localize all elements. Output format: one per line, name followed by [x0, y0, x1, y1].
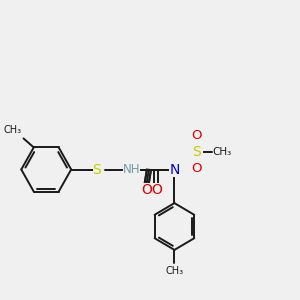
Text: CH₃: CH₃	[212, 147, 232, 157]
Text: S: S	[192, 145, 200, 159]
Text: O: O	[191, 129, 201, 142]
Bar	[150, 132, 203, 168]
Text: N: N	[170, 163, 181, 176]
Text: O: O	[141, 183, 152, 197]
Text: CH₃: CH₃	[3, 125, 21, 135]
Text: O: O	[151, 183, 162, 197]
Text: N: N	[169, 163, 180, 176]
Text: CH₃: CH₃	[165, 266, 184, 275]
Text: S: S	[93, 163, 101, 176]
Text: O: O	[191, 162, 201, 175]
Text: O: O	[141, 183, 152, 197]
Text: NH: NH	[123, 163, 140, 176]
Text: N: N	[169, 163, 180, 176]
